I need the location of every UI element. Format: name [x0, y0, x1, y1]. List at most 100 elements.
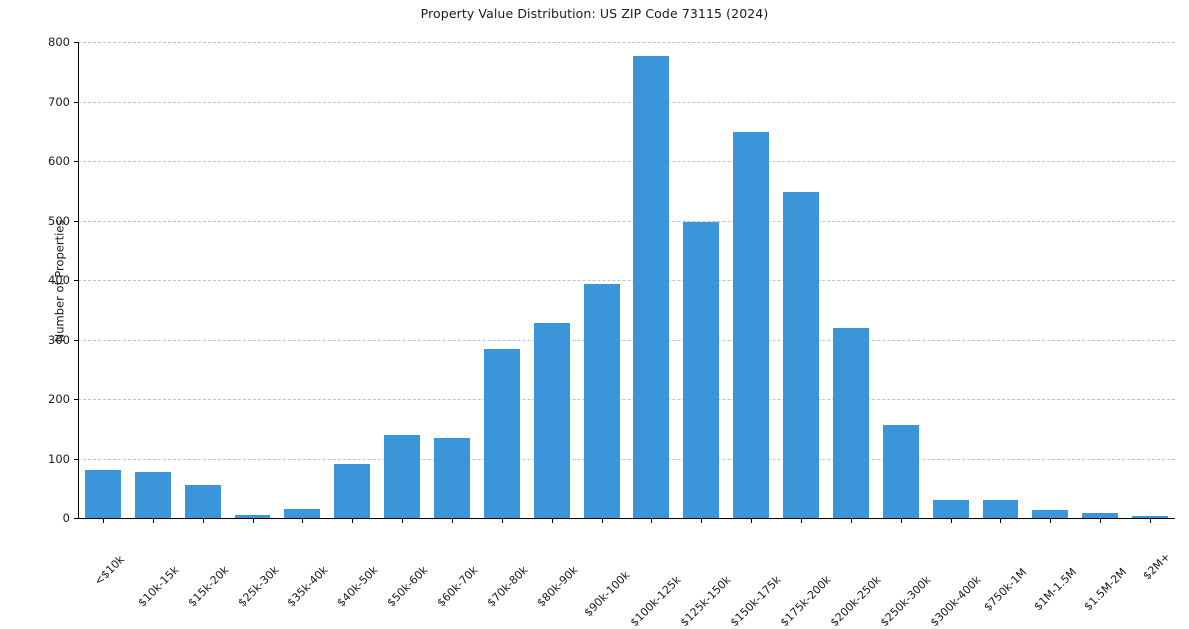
- gridline: [78, 399, 1175, 400]
- gridline: [78, 280, 1175, 281]
- bar[interactable]: [583, 284, 620, 518]
- x-tick-label-text: $150k-175k: [727, 573, 784, 629]
- x-tick-label: $250k-300k: [878, 527, 980, 629]
- x-tick-label: $70k-80k: [484, 527, 567, 610]
- x-tick-mark: [900, 519, 902, 523]
- gridline: [78, 101, 1175, 103]
- x-tick-label-text: $60k-70k: [434, 563, 481, 610]
- x-axis-ticks: <$10k $10k-15k $15k-20k $25k-30k $35k-40k $40…: [91, 519, 1189, 629]
- x-tick-label: $50k-60k: [385, 527, 467, 610]
- x-tick-label-text: $125k-150k: [678, 573, 734, 629]
- x-tick-label: $35k-40k: [285, 527, 368, 610]
- bar[interactable]: [384, 434, 421, 518]
- bar[interactable]: [1132, 516, 1168, 518]
- x-tick-mark: [551, 519, 553, 523]
- y-tick-label: 0: [62, 511, 70, 525]
- bar[interactable]: [134, 471, 171, 518]
- gridline: [78, 220, 1175, 222]
- y-tick-mark: [74, 518, 78, 519]
- x-tick-mark: [1150, 519, 1152, 523]
- y-axis-spine: [78, 42, 79, 519]
- y-tick-mark: [74, 399, 78, 400]
- bar[interactable]: [284, 509, 321, 518]
- x-tick-label: $2M+: [1141, 527, 1189, 582]
- x-tick-mark: [1050, 519, 1052, 523]
- y-tick-label: 700: [48, 94, 70, 109]
- x-tick-mark: [1100, 519, 1102, 523]
- x-tick-label-text: $300k-400k: [927, 573, 984, 629]
- bar[interactable]: [184, 484, 221, 518]
- bar[interactable]: [633, 55, 670, 518]
- bar[interactable]: [234, 515, 271, 518]
- x-tick-label-text: $50k-60k: [384, 563, 431, 610]
- bar[interactable]: [932, 499, 969, 518]
- x-tick-mark: [950, 519, 952, 523]
- bar[interactable]: [483, 349, 520, 518]
- x-tick-label-text: $25k-30k: [235, 563, 281, 610]
- x-tick-mark: [701, 519, 703, 523]
- y-axis-tick-marks: [74, 42, 78, 519]
- chart-figure: Property Value Distribution: US ZIP Code…: [48, 6, 1189, 629]
- gridline: [78, 42, 1175, 43]
- bar[interactable]: [533, 323, 570, 518]
- x-tick-label-text: $40k-50k: [334, 563, 381, 610]
- bar[interactable]: [434, 437, 470, 518]
- y-tick-mark: [74, 339, 78, 341]
- x-tick-label-text: $10k-15k: [135, 563, 182, 610]
- y-tick-label: 200: [48, 392, 70, 406]
- x-tick-mark: [152, 519, 154, 523]
- gridline: [78, 161, 1175, 162]
- y-tick-label: 600: [48, 154, 70, 168]
- bar[interactable]: [683, 222, 720, 518]
- y-tick-mark: [74, 220, 78, 222]
- y-tick-label: 400: [48, 273, 70, 287]
- x-tick-label: $90k-100k: [581, 527, 674, 620]
- x-tick-mark: [801, 519, 803, 523]
- y-tick-mark: [74, 161, 78, 162]
- x-tick-label: $10k-15k: [135, 527, 218, 610]
- bar[interactable]: [1082, 512, 1119, 518]
- y-tick-label: 300: [48, 332, 70, 347]
- x-tick-label-text: $70k-80k: [484, 563, 531, 610]
- x-tick-mark: [751, 519, 753, 523]
- x-tick-mark: [1000, 519, 1002, 523]
- y-tick-mark: [74, 458, 78, 460]
- x-tick-label-text: $250k-300k: [877, 573, 934, 629]
- chart-title: Property Value Distribution: US ZIP Code…: [420, 6, 769, 21]
- x-tick-mark: [402, 519, 404, 523]
- x-tick-label-text: $175k-200k: [777, 573, 834, 629]
- bar[interactable]: [832, 327, 869, 518]
- x-tick-mark: [651, 519, 653, 523]
- x-tick-mark: [102, 519, 104, 523]
- x-tick-label-text: $90k-100k: [581, 568, 632, 620]
- y-tick-label: 100: [48, 451, 70, 466]
- bar[interactable]: [882, 424, 919, 518]
- bar[interactable]: [84, 470, 121, 518]
- y-tick-label: 800: [48, 35, 70, 49]
- gridline: [78, 339, 1175, 341]
- bar[interactable]: [982, 499, 1019, 518]
- x-tick-label-text: $15k-20k: [185, 563, 231, 610]
- x-tick-mark: [202, 519, 204, 523]
- x-tick-mark: [302, 519, 304, 523]
- x-tick-label-text: $1.5M-2M: [1081, 565, 1130, 614]
- x-tick-label-text: $100k-125k: [628, 573, 684, 629]
- bar[interactable]: [783, 191, 819, 518]
- bars-layer: [78, 42, 1175, 518]
- x-tick-mark: [501, 519, 503, 523]
- bar[interactable]: [1032, 509, 1069, 518]
- bar[interactable]: [334, 464, 371, 518]
- x-tick-label: $1M-1.5M: [1032, 527, 1118, 614]
- bar[interactable]: [733, 132, 770, 518]
- gridline: [78, 458, 1175, 460]
- x-tick-label: $25k-30k: [235, 527, 318, 610]
- x-tick-label-text: $80k-90k: [534, 563, 581, 610]
- x-tick-label-text: $35k-40k: [284, 563, 331, 610]
- x-tick-label: $60k-70k: [435, 527, 517, 610]
- x-tick-label-text: $200k-250k: [827, 573, 884, 629]
- x-tick-label: $80k-90k: [534, 527, 617, 610]
- x-tick-label-text: <$10k: [91, 552, 127, 588]
- x-tick-label: $40k-50k: [335, 527, 417, 610]
- x-tick-mark: [850, 519, 852, 523]
- x-tick-mark: [451, 519, 453, 523]
